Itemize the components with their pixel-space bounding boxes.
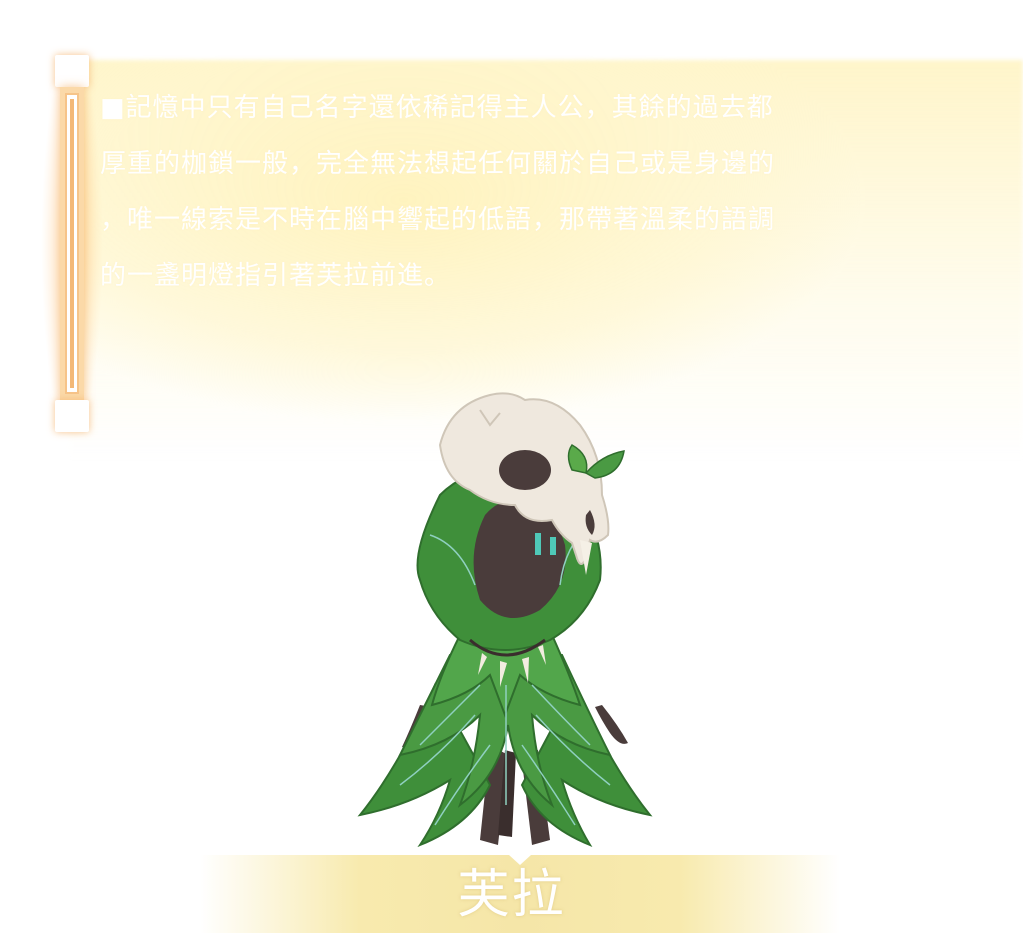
story-text: ■記憶中只有自己名字還依稀記得主人公，其餘的過去都 厚重的枷鎖一般，完全無法想起… [100, 80, 980, 304]
character-name-banner [200, 855, 840, 933]
character-name: 芙拉 [457, 865, 566, 925]
story-line: ，唯一線索是不時在腦中響起的低語，那帶著溫柔的語調 [100, 205, 776, 235]
banner-pointer-icon [509, 855, 531, 865]
sprout-leaves [567, 444, 625, 479]
scrollbar-track[interactable] [60, 87, 84, 400]
skull-mask [438, 392, 610, 575]
scrollbar-inner-frame [65, 93, 79, 394]
story-line: ■記憶中只有自己名字還依稀記得主人公，其餘的過去都 [100, 93, 774, 123]
character-right-arm [595, 705, 628, 744]
scrollbar-bottom-cap [55, 400, 89, 432]
leaf-cloaked-skull-character-icon [357, 392, 653, 848]
scrollbar-thumb[interactable] [70, 99, 74, 388]
scrollbar-top-cap [55, 55, 89, 87]
story-line: 厚重的枷鎖一般，完全無法想起任何關於自己或是身邊的 [100, 149, 776, 179]
story-panel [70, 60, 1023, 460]
fang-necklace [469, 638, 546, 687]
story-line: 的一盞明燈指引著芙拉前進。 [100, 261, 452, 291]
leaf-veins [399, 684, 611, 826]
story-scrollbar[interactable] [41, 45, 103, 442]
